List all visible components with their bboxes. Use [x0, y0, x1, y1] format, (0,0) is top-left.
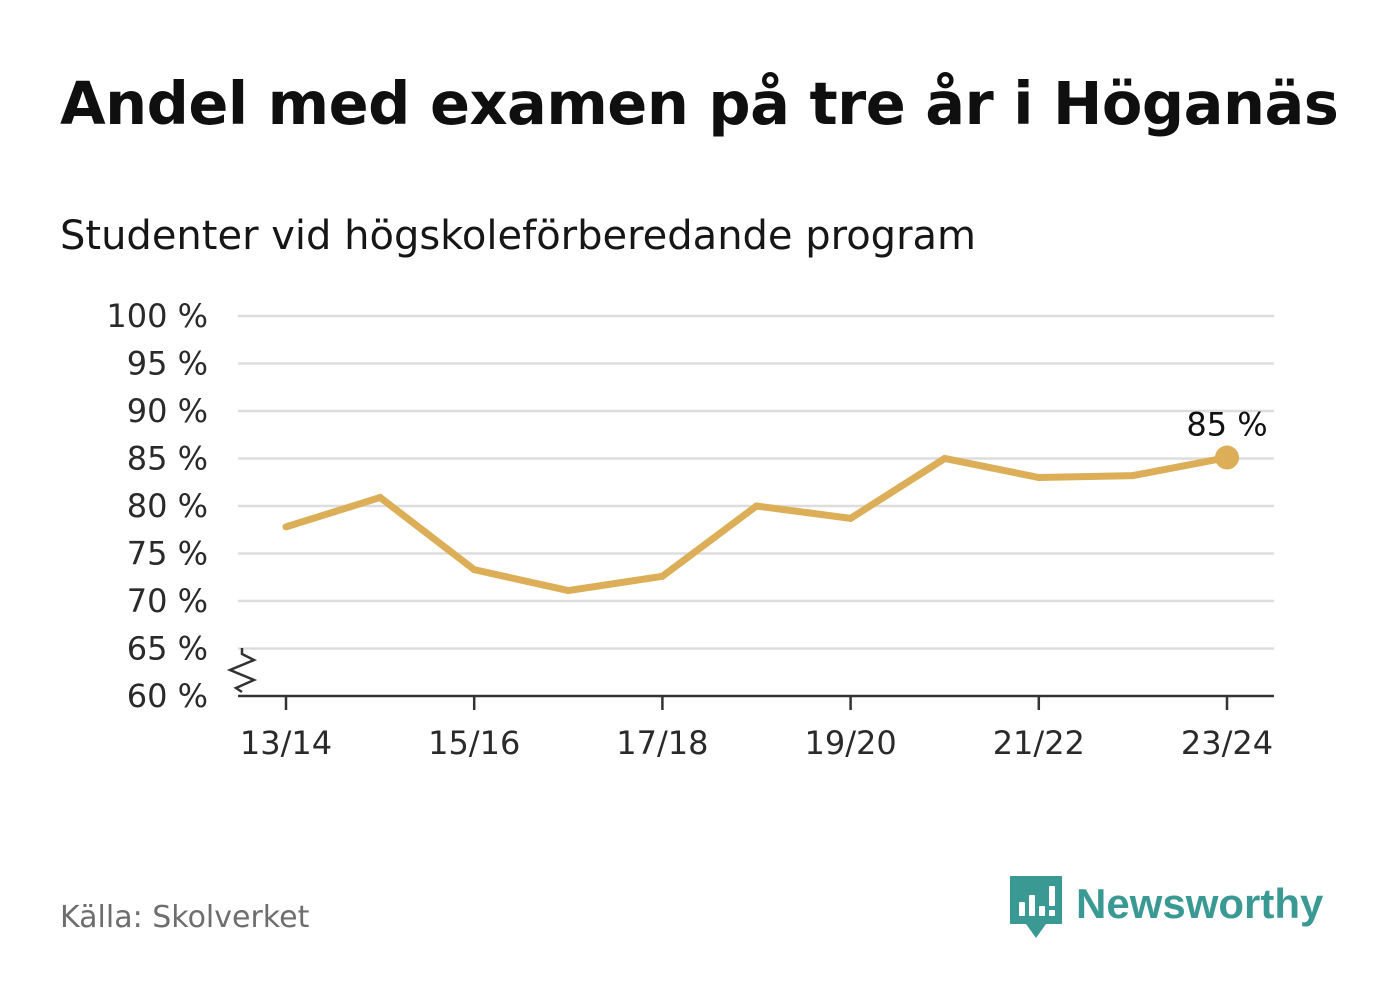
data-point — [282, 523, 290, 531]
x-tick-label: 19/20 — [804, 724, 896, 762]
y-tick-label: 75 % — [127, 535, 208, 573]
x-tick-label: 23/24 — [1181, 724, 1273, 762]
y-tick-label: 90 % — [127, 392, 208, 430]
zigzag-break-icon — [226, 648, 258, 694]
gridlines — [238, 314, 1274, 650]
chart-title: Andel med examen på tre år i Höganäs — [60, 69, 1339, 138]
data-point — [753, 502, 760, 510]
end-value-label: 85 % — [1186, 406, 1267, 444]
brand-name: Newsworthy — [1076, 880, 1324, 927]
x-tick-label: 15/16 — [428, 724, 520, 762]
y-tick-label: 95 % — [127, 345, 208, 383]
axes — [226, 648, 1274, 710]
x-tick-label: 13/14 — [240, 724, 332, 762]
newsworthy-logo-icon — [1010, 876, 1062, 938]
y-tick-label: 85 % — [127, 440, 208, 478]
chart-subtitle: Studenter vid högskoleförberedande progr… — [60, 213, 976, 259]
data-point — [941, 455, 949, 462]
data-point — [564, 587, 572, 595]
brand-logo[interactable]: Newsworthy — [1010, 876, 1323, 942]
labels: 60 % 65 % 70 % 75 % 80 % 85 % 90 % 95 % 100 % 13/… — [106, 297, 1273, 762]
data-point — [470, 566, 478, 574]
y-tick-label: 100 % — [106, 297, 208, 335]
data-point — [1129, 472, 1137, 480]
line-chart: 60 % 65 % 70 % 75 % 80 % 85 % 90 % 95 % 100 % 13/… — [106, 297, 1274, 762]
data-point — [376, 493, 384, 501]
data-point — [847, 514, 855, 522]
y-tick-label: 80 % — [127, 487, 208, 525]
series-line — [284, 454, 1228, 595]
x-tick-label: 21/22 — [993, 724, 1085, 762]
y-tick-label: 65 % — [127, 630, 208, 668]
series-layer — [282, 445, 1239, 595]
end-point-marker — [1215, 445, 1239, 470]
data-point — [658, 572, 666, 580]
data-point — [1035, 474, 1043, 481]
y-tick-label: 60 % — [127, 677, 208, 715]
source-note: Källa: Skolverket — [60, 900, 310, 935]
y-tick-label: 70 % — [127, 582, 208, 620]
x-tick-label: 17/18 — [616, 724, 708, 762]
